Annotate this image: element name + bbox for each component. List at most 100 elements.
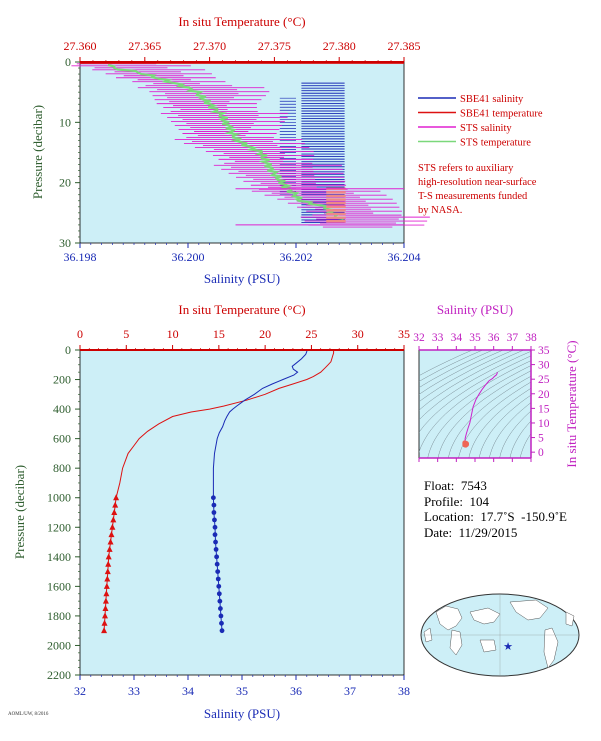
salinity-marker	[216, 591, 222, 597]
y-axis-tick-label: 1600	[47, 579, 71, 593]
top-axis-tick-label: 27.370	[193, 39, 226, 53]
bottom-axis-tick-label: 36.200	[172, 250, 205, 264]
legend-label: STS temperature	[460, 138, 531, 149]
near-surface-top-axis-label: In situ Temperature (°C)	[178, 14, 305, 29]
top-axis-tick-label: 27.360	[64, 39, 97, 53]
y-axis-tick-label: 600	[53, 432, 71, 446]
float-info: Float: 7543 Profile: 104 Location: 17.7˚…	[424, 478, 567, 540]
y-axis-tick-label: 2200	[47, 668, 71, 682]
y-axis-tick-label: 800	[53, 461, 71, 475]
sts-temperature-line	[107, 63, 344, 220]
density-contour	[448, 375, 531, 458]
y-axis-tick-label: 30	[59, 236, 71, 250]
density-contour	[499, 410, 531, 458]
density-contour	[489, 402, 531, 458]
ts-diagram: 32 33 34 35 36 37 38 0 5 10 15 20 25 30 35 Salinity (P…	[413, 302, 579, 468]
density-contour	[419, 351, 531, 421]
y-axis-tick-label: 10	[59, 115, 71, 129]
temperature-marker	[105, 560, 112, 567]
full-profile-top-axis-label: In situ Temperature (°C)	[178, 302, 305, 317]
float-location-star: ★	[503, 641, 513, 653]
world-map: ★	[420, 593, 580, 677]
y-axis-tick-label: 0	[65, 55, 71, 69]
ts-y-tick-label: 10	[538, 418, 550, 430]
density-contour	[509, 420, 531, 458]
ts-x-tick-label: 34	[451, 332, 463, 344]
top-axis-tick-label: 27.375	[258, 39, 291, 53]
temperature-marker	[108, 531, 115, 538]
legend-label: SBE41 salinity	[460, 94, 524, 105]
ts-y-tick-label: 25	[538, 374, 550, 386]
salinity-profile-line	[212, 350, 308, 631]
density-contour	[419, 350, 524, 411]
bottom-axis-tick-label: 37	[344, 684, 356, 698]
near-surface-series	[71, 61, 430, 228]
full-profile-series	[101, 350, 335, 634]
legend-label: SBE41 temperature	[460, 109, 543, 120]
near-surface-axes: 27.360 27.365 27.370 27.375 27.380 27.385 36.1…	[59, 39, 421, 264]
temperature-marker	[104, 568, 111, 575]
top-axis-tick-label: 10	[167, 327, 179, 341]
density-contour	[437, 370, 531, 458]
density-contour	[419, 350, 494, 388]
ts-x-tick-label: 37	[507, 332, 519, 344]
density-contour	[419, 350, 504, 395]
legend-label: STS salinity	[460, 123, 512, 134]
y-axis-tick-label: 1400	[47, 550, 71, 564]
temperature-marker	[109, 523, 116, 530]
salinity-marker	[214, 554, 220, 560]
top-axis-tick-label: 5	[123, 327, 129, 341]
salinity-marker	[217, 598, 223, 604]
y-axis-tick-label: 1800	[47, 609, 71, 623]
top-axis-tick-label: 25	[305, 327, 317, 341]
temperature-marker	[101, 619, 108, 626]
y-axis-tick-label: 1200	[47, 520, 71, 534]
bottom-axis-tick-label: 34	[182, 684, 194, 698]
footer-credit: AOML/UW, 8/2016	[8, 712, 49, 717]
sts-note-line: by NASA.	[418, 205, 463, 216]
salinity-marker	[218, 613, 224, 619]
bottom-axis-tick-label: 36.204	[388, 250, 421, 264]
y-axis-tick-label: 1000	[47, 491, 71, 505]
salinity-marker	[210, 495, 216, 501]
temperature-marker	[106, 545, 113, 552]
ts-x-tick-label: 35	[469, 332, 481, 344]
top-axis-tick-label: 30	[352, 327, 364, 341]
full-profile-plot-area	[79, 349, 405, 676]
ts-y-tick-label: 35	[538, 345, 550, 357]
date: Date: 11/29/2015	[424, 524, 518, 540]
salinity-marker	[216, 583, 222, 589]
near-surface-bottom-axis-label: Salinity (PSU)	[204, 271, 280, 286]
density-contour	[419, 360, 531, 454]
bottom-axis-tick-label: 32	[74, 684, 86, 698]
temperature-marker	[112, 501, 119, 508]
salinity-marker	[211, 510, 217, 515]
bottom-axis-tick-label: 38	[398, 684, 410, 698]
density-contour	[419, 350, 473, 376]
top-axis-tick-label: 15	[213, 327, 225, 341]
top-axis-tick-label: 20	[259, 327, 271, 341]
ts-y-tick-label: 20	[538, 389, 550, 401]
near-surface-legend: SBE41 salinity SBE41 temperature STS salin…	[418, 94, 543, 149]
temperature-marker	[101, 612, 108, 619]
bottom-axis-tick-label: 36.198	[64, 250, 97, 264]
salinity-marker	[211, 502, 217, 508]
temperature-marker	[111, 509, 118, 515]
ts-x-tick-label: 33	[432, 332, 444, 344]
salinity-marker	[212, 517, 217, 523]
near-surface-plot-area	[79, 61, 405, 244]
ts-deep-marker	[463, 442, 469, 448]
bottom-axis-tick-label: 36.202	[280, 250, 313, 264]
top-axis-tick-label: 27.385	[388, 39, 421, 53]
density-contour	[419, 355, 531, 433]
salinity-marker	[218, 606, 223, 611]
temperature-marker	[101, 627, 108, 634]
full-profile-plot: 0 5 10 15 20 25 30 35 32 33 34 35 36 37 38 0 200 400 600 80…	[12, 302, 410, 721]
full-profile-y-axis-label: Pressure (decibar)	[12, 465, 27, 559]
float-number: Float: 7543	[424, 478, 487, 493]
salinity-marker	[213, 539, 218, 545]
profile-number: Profile: 104	[424, 493, 489, 509]
near-surface-y-axis-label: Pressure (decibar)	[30, 105, 45, 199]
temperature-marker	[113, 494, 120, 501]
